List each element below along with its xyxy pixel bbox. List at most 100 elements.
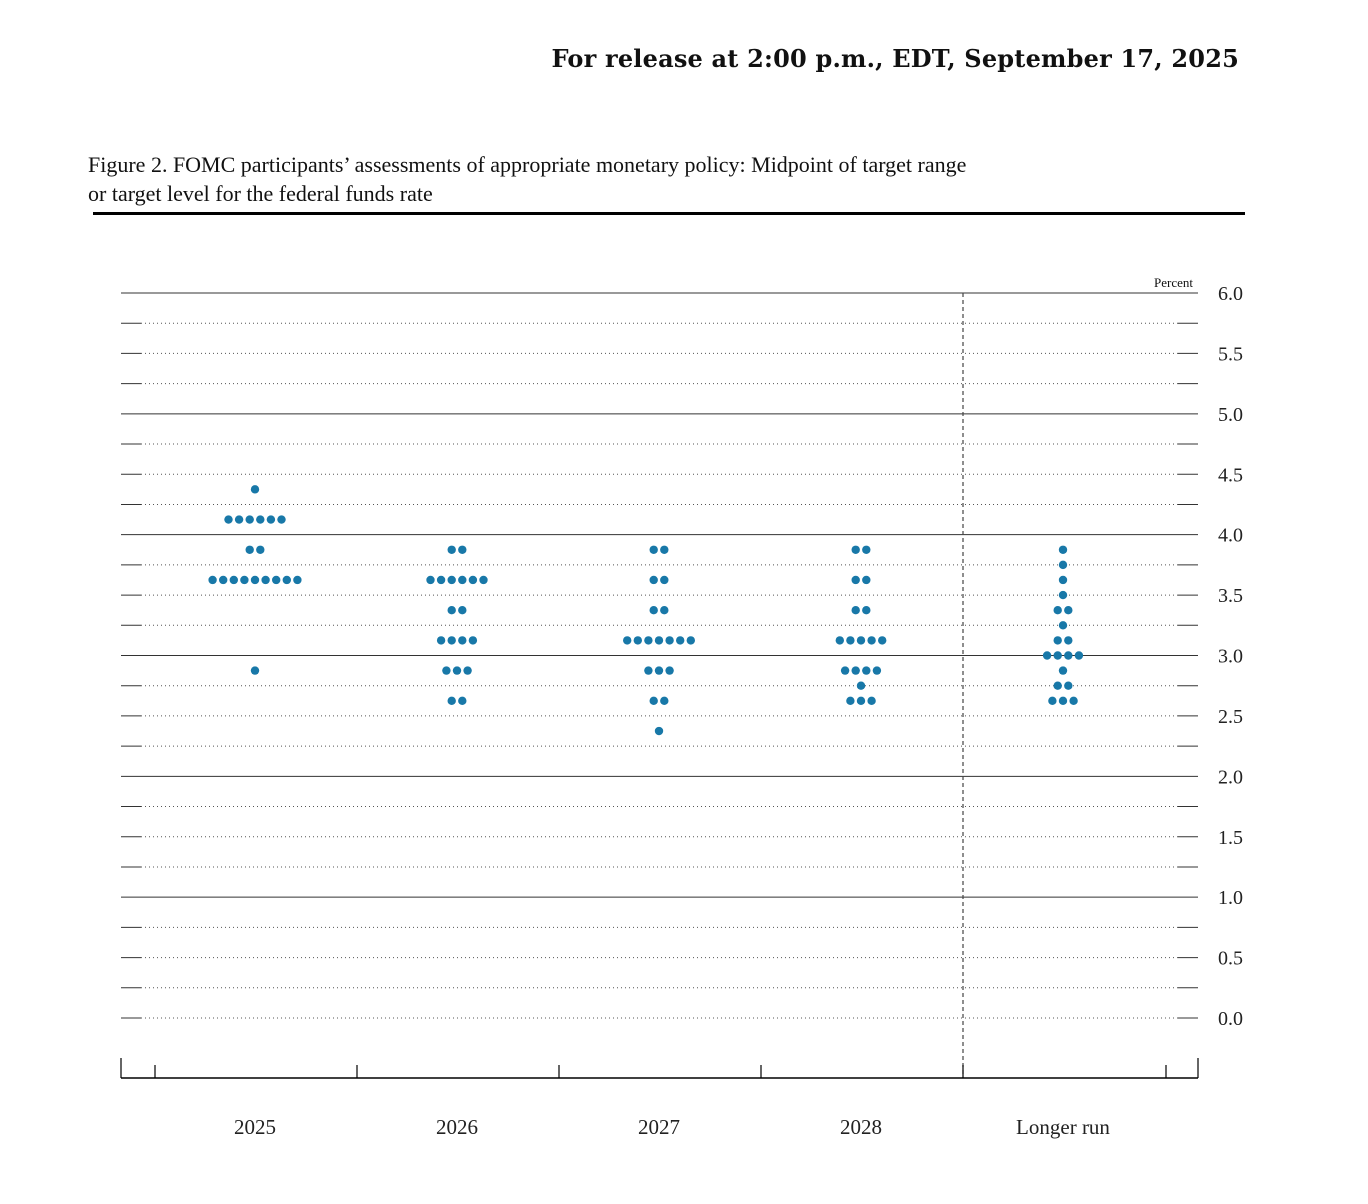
- participant-dot: [1064, 651, 1073, 660]
- participant-dot: [250, 575, 260, 585]
- x-category-label: Longer run: [1016, 1115, 1110, 1139]
- participant-dot: [447, 636, 456, 645]
- participant-dot: [229, 575, 238, 585]
- y-tick-label: 2.5: [1218, 706, 1243, 728]
- x-category-label: 2025: [234, 1115, 276, 1139]
- participant-dot: [468, 575, 478, 585]
- participant-dot: [686, 636, 695, 645]
- participant-dot: [660, 605, 669, 615]
- participant-dot: [660, 696, 669, 706]
- participant-dot: [1058, 560, 1068, 570]
- x-category-label: 2027: [638, 1115, 680, 1139]
- participant-dot: [426, 575, 435, 585]
- participant-dot: [835, 636, 844, 645]
- participant-dot: [463, 666, 472, 675]
- participant-dot: [1058, 666, 1068, 675]
- participant-dot: [458, 545, 467, 554]
- participant-dot: [208, 575, 217, 585]
- participant-dot: [862, 545, 871, 554]
- participant-dot: [272, 575, 281, 585]
- participant-dot: [649, 696, 658, 706]
- figure-title-line2: or target level for the federal funds ra…: [88, 181, 433, 206]
- participant-dot: [649, 575, 658, 585]
- participant-dot: [266, 515, 276, 524]
- participant-dot: [1042, 651, 1052, 660]
- y-tick-label: 5.0: [1218, 404, 1243, 426]
- participant-dot: [654, 636, 664, 645]
- participant-dot: [468, 636, 478, 645]
- participant-dot: [245, 515, 254, 524]
- participant-dot: [1069, 696, 1078, 706]
- participant-dot: [458, 575, 467, 585]
- y-tick-label: 4.5: [1218, 464, 1243, 486]
- participant-dot: [219, 575, 228, 585]
- participant-dot: [856, 681, 866, 690]
- participant-dot: [665, 666, 674, 675]
- participant-dot: [851, 545, 860, 554]
- y-tick-label: 0.0: [1218, 1008, 1243, 1030]
- participant-dot: [442, 666, 451, 675]
- figure-title: Figure 2. FOMC participants’ assessments…: [88, 150, 1238, 208]
- participant-dot: [1064, 636, 1073, 645]
- y-tick-label: 1.5: [1218, 827, 1243, 849]
- participant-dot: [256, 545, 265, 554]
- y-tick-label: 5.5: [1218, 343, 1243, 365]
- y-tick-label: 4.0: [1218, 525, 1243, 547]
- participant-dot: [240, 575, 249, 585]
- participant-dot: [458, 696, 467, 706]
- participant-dot: [1053, 605, 1062, 615]
- y-tick-label: 3.5: [1218, 585, 1243, 607]
- participant-dot: [250, 666, 260, 675]
- participant-dot: [660, 575, 669, 585]
- participant-dot: [872, 666, 882, 675]
- participant-dot: [623, 636, 632, 645]
- participant-dot: [282, 575, 291, 585]
- participant-dot: [479, 575, 488, 585]
- participant-dot: [665, 636, 674, 645]
- participant-dot: [1053, 636, 1062, 645]
- participant-dot: [649, 605, 658, 615]
- participant-dot: [867, 696, 876, 706]
- participant-dot: [846, 636, 855, 645]
- figure-title-line1: Figure 2. FOMC participants’ assessments…: [88, 152, 967, 177]
- participant-dot: [867, 636, 876, 645]
- participant-dot: [293, 575, 302, 585]
- participant-dot: [862, 575, 871, 585]
- participant-dot: [644, 636, 653, 645]
- participant-dot: [862, 666, 871, 675]
- participant-dot: [1058, 590, 1068, 600]
- participant-dot: [1058, 621, 1068, 630]
- participant-dot: [1074, 651, 1084, 660]
- participant-dot: [1064, 605, 1073, 615]
- participant-dot: [458, 605, 467, 615]
- y-tick-label: 1.0: [1218, 887, 1243, 909]
- participant-dot: [234, 515, 244, 524]
- participant-dot: [436, 575, 446, 585]
- participant-dot: [633, 636, 642, 645]
- participant-dot: [649, 545, 658, 554]
- y-tick-label: 6.0: [1218, 283, 1243, 305]
- participant-dot: [676, 636, 685, 645]
- participant-dot: [447, 605, 456, 615]
- participant-dot: [447, 696, 456, 706]
- x-category-label: 2028: [840, 1115, 882, 1139]
- participant-dot: [654, 726, 664, 736]
- participant-dot: [250, 485, 260, 494]
- participant-dot: [1058, 696, 1068, 706]
- y-unit-label: Percent: [1154, 275, 1193, 290]
- participant-dot: [654, 666, 664, 675]
- participant-dot: [851, 666, 860, 675]
- title-rule: [93, 212, 1245, 215]
- participant-dot: [846, 696, 855, 706]
- participant-dot: [224, 515, 233, 524]
- participant-dot: [644, 666, 653, 675]
- y-tick-label: 3.0: [1218, 646, 1243, 668]
- participant-dot: [1058, 545, 1068, 554]
- participant-dot: [277, 515, 286, 524]
- participant-dot: [452, 666, 462, 675]
- participant-dot: [660, 545, 669, 554]
- y-tick-label: 0.5: [1218, 948, 1243, 970]
- x-category-label: 2026: [436, 1115, 478, 1139]
- participant-dot: [436, 636, 446, 645]
